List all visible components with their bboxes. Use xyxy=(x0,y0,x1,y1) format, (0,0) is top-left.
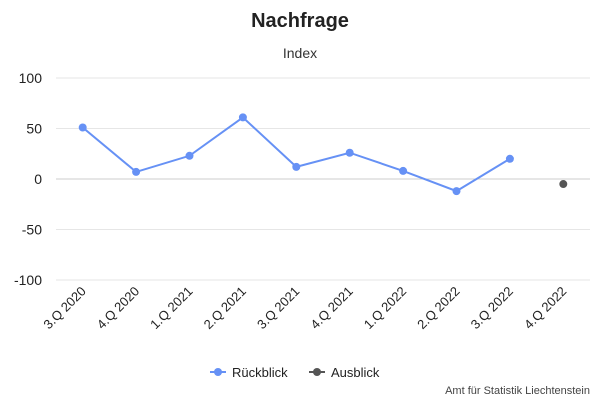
data-point[interactable] xyxy=(132,167,141,176)
x-tick-label: 3.Q 2022 xyxy=(468,284,516,332)
legend-label: Ausblick xyxy=(331,365,380,380)
legend-item[interactable]: Ausblick xyxy=(309,365,380,380)
y-tick-label: 100 xyxy=(19,70,43,86)
grid xyxy=(56,77,590,281)
data-point[interactable] xyxy=(292,162,301,171)
legend: Rückblick Ausblick xyxy=(210,365,380,380)
chart-title: Nachfrage xyxy=(251,10,349,32)
x-tick-label: 1.Q 2022 xyxy=(361,284,409,332)
data-point[interactable] xyxy=(185,151,194,160)
data-point[interactable] xyxy=(399,166,408,175)
data-point[interactable] xyxy=(559,180,568,189)
plot-area xyxy=(78,113,568,196)
y-tick-label: 50 xyxy=(26,121,42,137)
data-point[interactable] xyxy=(238,113,247,122)
legend-marker xyxy=(313,368,321,376)
y-tick-label: -100 xyxy=(14,272,42,288)
x-tick-label: 4.Q 2022 xyxy=(521,284,569,332)
x-tick-label: 1.Q 2021 xyxy=(147,284,195,332)
x-tick-label: 3.Q 2020 xyxy=(40,284,88,332)
chart-subtitle: Index xyxy=(283,45,317,61)
data-point[interactable] xyxy=(505,154,514,163)
x-axis: 3.Q 2020 4.Q 2020 1.Q 2021 2.Q 2021 3.Q 2021… xyxy=(40,284,569,332)
data-point[interactable] xyxy=(78,123,87,132)
data-point[interactable] xyxy=(452,187,461,196)
x-tick-label: 2.Q 2022 xyxy=(414,284,462,332)
y-axis: 100 50 0 -50 -100 xyxy=(14,70,42,288)
legend-marker xyxy=(214,368,222,376)
data-point[interactable] xyxy=(345,148,354,157)
series-2 xyxy=(559,180,568,189)
x-tick-label: 3.Q 2021 xyxy=(254,284,302,332)
chart-credit: Amt für Statistik Liechtenstein xyxy=(445,385,590,397)
x-tick-label: 4.Q 2020 xyxy=(94,284,142,332)
y-tick-label: -50 xyxy=(22,222,42,238)
series-1 xyxy=(78,113,514,196)
legend-item[interactable]: Rückblick xyxy=(210,365,288,380)
legend-label: Rückblick xyxy=(232,365,288,380)
x-tick-label: 4.Q 2021 xyxy=(307,284,355,332)
y-tick-label: 0 xyxy=(34,171,42,187)
x-tick-label: 2.Q 2021 xyxy=(201,284,249,332)
